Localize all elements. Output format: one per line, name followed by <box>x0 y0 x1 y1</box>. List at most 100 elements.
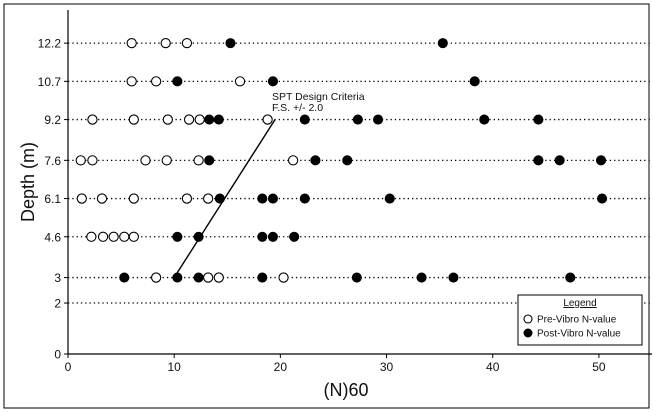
post-vibro-point <box>257 193 268 204</box>
x-tick-label: 0 <box>65 360 72 374</box>
x-tick-label: 50 <box>592 360 606 374</box>
pre-vibro-point <box>128 193 139 204</box>
post-vibro-point <box>373 114 384 125</box>
pre-vibro-point <box>87 155 98 166</box>
post-vibro-point <box>119 272 130 283</box>
post-vibro-point <box>213 114 224 125</box>
pre-vibro-point <box>126 76 137 87</box>
y-tick-label: 9.2 <box>44 113 61 127</box>
pre-vibro-point <box>108 231 119 242</box>
pre-vibro-point <box>234 76 246 87</box>
pre-vibro-point <box>150 76 162 87</box>
pre-vibro-point <box>287 155 299 166</box>
post-vibro-point <box>289 231 300 242</box>
pre-vibro-point <box>140 155 151 166</box>
annotation-line-1: SPT Design Criteria <box>272 91 365 103</box>
figure-border <box>3 3 650 409</box>
post-vibro-point <box>204 155 215 166</box>
pre-vibro-point <box>128 231 139 242</box>
y-tick-label: 7.6 <box>44 154 61 168</box>
legend-filled-circle-marker <box>523 328 533 338</box>
post-vibro-point <box>267 76 278 87</box>
annotation-line-2: F.S. +/- 2.0 <box>272 102 323 114</box>
pre-vibro-point <box>126 37 137 49</box>
post-vibro-point <box>479 114 490 125</box>
post-vibro-point <box>204 114 215 125</box>
post-vibro-point <box>267 193 278 204</box>
post-vibro-point <box>299 114 310 125</box>
pre-vibro-point <box>87 114 98 125</box>
pre-vibro-point <box>128 114 139 125</box>
legend-open-circle-marker <box>523 314 533 324</box>
pre-vibro-point <box>75 155 86 166</box>
pre-vibro-point <box>96 193 108 204</box>
x-tick-label: 30 <box>380 360 394 374</box>
y-tick-label: 3 <box>54 271 61 285</box>
post-vibro-point <box>565 272 576 283</box>
legend-entry-pre-vibro: Pre-Vibro N-value <box>537 315 617 326</box>
axis-ticks: 0 10 20 30 40 50 0 2 3 4.6 6.1 7.6 9.2 10.7 12.2 <box>38 37 606 374</box>
legend-entry-post-vibro: Post-Vibro N-value <box>537 329 621 340</box>
x-tick-label: 40 <box>486 360 500 374</box>
pre-vibro-point <box>193 155 204 166</box>
post-vibro-point <box>225 38 236 49</box>
post-vibro-point <box>533 114 544 125</box>
post-vibro-point <box>172 231 183 242</box>
post-vibro-point <box>267 231 278 242</box>
y-tick-label: 0 <box>54 348 61 362</box>
post-vibro-point <box>469 76 480 87</box>
post-vibro-point <box>448 272 459 283</box>
post-vibro-point <box>310 155 321 166</box>
post-vibro-point <box>257 272 268 283</box>
pre-vibro-point <box>160 37 171 49</box>
post-vibro-point <box>257 231 268 242</box>
pre-vibro-point <box>262 114 273 125</box>
y-tick-label: 4.6 <box>44 230 61 244</box>
post-vibro-point <box>597 193 608 204</box>
pre-vibro-point <box>203 193 214 204</box>
pre-vibro-point <box>181 193 193 204</box>
pre-vibro-point <box>194 114 205 125</box>
legend: Legend Pre-Vibro N-value Post-Vibro N-va… <box>517 294 643 346</box>
post-vibro-point <box>193 272 204 283</box>
x-axis-label: (N)60 <box>323 380 368 400</box>
pre-vibro-point <box>203 272 214 283</box>
data-points <box>75 37 608 283</box>
pre-vibro-point <box>119 231 130 242</box>
y-tick-label: 12.2 <box>38 37 62 51</box>
y-axis-label: Depth (m) <box>18 142 38 222</box>
post-vibro-point <box>384 193 395 204</box>
pre-vibro-point <box>181 37 193 49</box>
pre-vibro-point <box>86 231 97 242</box>
pre-vibro-point <box>150 272 162 283</box>
post-vibro-point <box>299 193 310 204</box>
post-vibro-point <box>172 272 183 283</box>
pre-vibro-point <box>183 114 195 125</box>
y-tick-label: 6.1 <box>44 192 61 206</box>
pre-vibro-point <box>278 272 289 283</box>
post-vibro-point <box>554 155 565 166</box>
pre-vibro-point <box>97 231 109 242</box>
pre-vibro-point <box>213 272 224 283</box>
y-tick-label: 10.7 <box>38 75 62 89</box>
x-tick-label: 10 <box>168 360 182 374</box>
post-vibro-point <box>533 155 544 166</box>
post-vibro-point <box>351 272 362 283</box>
pre-vibro-point <box>76 193 87 204</box>
post-vibro-point <box>595 155 607 166</box>
post-vibro-point <box>193 231 204 242</box>
legend-title: Legend <box>563 298 596 309</box>
post-vibro-point <box>352 114 363 125</box>
post-vibro-point <box>416 272 427 283</box>
y-tick-label: 2 <box>54 297 61 311</box>
post-vibro-point <box>172 76 183 87</box>
plot-area <box>67 10 652 355</box>
post-vibro-point <box>342 155 353 166</box>
post-vibro-point <box>437 38 448 49</box>
post-vibro-point <box>214 193 225 204</box>
pre-vibro-point <box>162 114 173 125</box>
pre-vibro-point <box>161 155 172 166</box>
legend-box <box>517 294 643 346</box>
x-tick-label: 20 <box>274 360 288 374</box>
